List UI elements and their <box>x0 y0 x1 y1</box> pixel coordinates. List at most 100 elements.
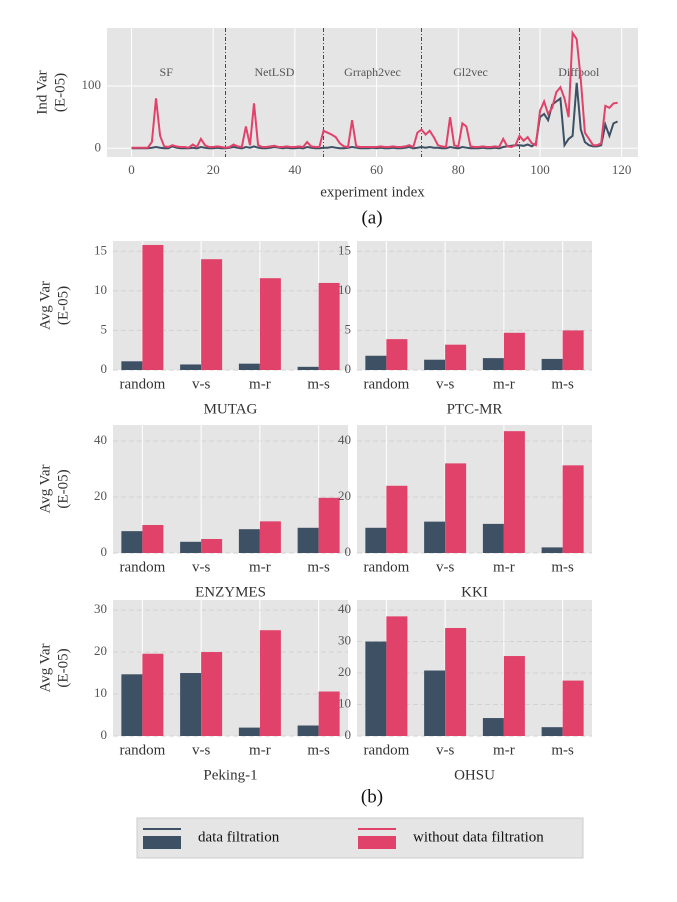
x-tick-label: m-r <box>493 559 515 575</box>
y-tick-label: 0 <box>95 139 102 154</box>
bar <box>297 366 319 370</box>
bar <box>503 656 525 736</box>
bar <box>180 541 202 553</box>
y-tick-label: 40 <box>338 601 351 616</box>
x-tick-label: random <box>119 742 165 758</box>
bar <box>238 727 260 736</box>
y-tick-label: 15 <box>94 242 107 257</box>
x-tick-label: random <box>119 376 165 392</box>
bar <box>201 652 223 736</box>
legend-patch <box>143 836 181 849</box>
y-tick-label: 0 <box>345 361 352 376</box>
x-tick-label: random <box>363 559 409 575</box>
y-tick-label: 0 <box>101 727 108 742</box>
bar <box>562 680 584 736</box>
bar <box>445 463 467 553</box>
caption: (b) <box>361 786 383 807</box>
y-axis-label: (E-05) <box>55 286 71 325</box>
bar <box>445 628 467 736</box>
x-tick-label: m-s <box>307 376 330 392</box>
x-tick-label: 20 <box>207 162 220 177</box>
y-axis-label: (E-05) <box>55 469 71 508</box>
bar <box>503 431 525 553</box>
bar <box>386 616 408 736</box>
bar <box>297 725 319 736</box>
bar <box>201 259 223 370</box>
chart-title: ENZYMES <box>195 584 266 600</box>
bar <box>259 521 281 553</box>
x-tick-label: 100 <box>530 162 550 177</box>
chart-title: OHSU <box>454 767 495 783</box>
y-tick-label: 0 <box>101 361 108 376</box>
bar <box>180 673 202 736</box>
y-tick-label: 10 <box>338 282 351 297</box>
annotation: Gl2vec <box>453 65 488 79</box>
bar <box>445 344 467 370</box>
bar <box>121 361 143 370</box>
y-tick-label: 30 <box>94 601 107 616</box>
y-tick-label: 15 <box>338 242 351 257</box>
x-tick-label: m-r <box>249 376 271 392</box>
bar <box>482 523 504 553</box>
bar <box>386 339 408 370</box>
bar <box>424 359 446 370</box>
x-tick-label: v-s <box>192 559 210 575</box>
bar <box>201 538 223 553</box>
y-tick-label: 0 <box>101 544 108 559</box>
x-tick-label: 40 <box>288 162 301 177</box>
x-tick-label: 0 <box>128 162 135 177</box>
x-tick-label: v-s <box>436 376 454 392</box>
y-tick-label: 0 <box>345 727 352 742</box>
y-tick-label: 5 <box>101 321 108 336</box>
x-tick-label: 120 <box>612 162 632 177</box>
x-tick-label: v-s <box>192 376 210 392</box>
legend-label: data filtration <box>198 829 280 845</box>
x-tick-label: m-s <box>551 376 574 392</box>
y-axis-label: (E-05) <box>52 73 68 112</box>
bar <box>386 485 408 553</box>
bar <box>482 718 504 736</box>
x-tick-label: m-s <box>551 742 574 758</box>
x-tick-label: m-r <box>493 376 515 392</box>
y-axis-label: Ind Var <box>34 70 50 114</box>
y-axis-label: Avg Var <box>37 643 53 692</box>
y-axis-label: Avg Var <box>37 464 53 513</box>
bar <box>541 727 563 736</box>
chart-title: PTC-MR <box>447 401 503 417</box>
bar <box>424 521 446 553</box>
x-tick-label: m-s <box>307 559 330 575</box>
x-tick-label: m-r <box>249 559 271 575</box>
y-tick-label: 20 <box>338 488 351 503</box>
caption: (a) <box>361 207 382 228</box>
chart-title: MUTAG <box>204 401 258 417</box>
y-tick-label: 10 <box>338 696 351 711</box>
bar <box>503 332 525 370</box>
legend-patch <box>358 836 396 849</box>
bar <box>365 641 387 736</box>
annotation: NetLSD <box>254 65 294 79</box>
bar <box>259 630 281 736</box>
y-tick-label: 0 <box>345 544 352 559</box>
bar <box>297 527 319 553</box>
bar <box>238 529 260 553</box>
x-tick-label: m-s <box>307 742 330 758</box>
bar <box>142 244 164 370</box>
y-tick-label: 5 <box>345 321 352 336</box>
y-tick-label: 20 <box>338 664 351 679</box>
bar <box>142 524 164 553</box>
bar <box>562 465 584 553</box>
y-tick-label: 40 <box>94 432 107 447</box>
bar <box>318 497 340 553</box>
x-tick-label: random <box>119 559 165 575</box>
bar <box>541 547 563 553</box>
x-tick-label: v-s <box>192 742 210 758</box>
x-tick-label: v-s <box>436 742 454 758</box>
x-tick-label: m-r <box>493 742 515 758</box>
bar <box>365 527 387 553</box>
annotation: SF <box>160 65 174 79</box>
chart-title: KKI <box>461 584 488 600</box>
x-tick-label: random <box>363 376 409 392</box>
x-tick-label: m-s <box>551 559 574 575</box>
y-axis-label: Avg Var <box>37 281 53 330</box>
y-tick-label: 20 <box>94 643 107 658</box>
